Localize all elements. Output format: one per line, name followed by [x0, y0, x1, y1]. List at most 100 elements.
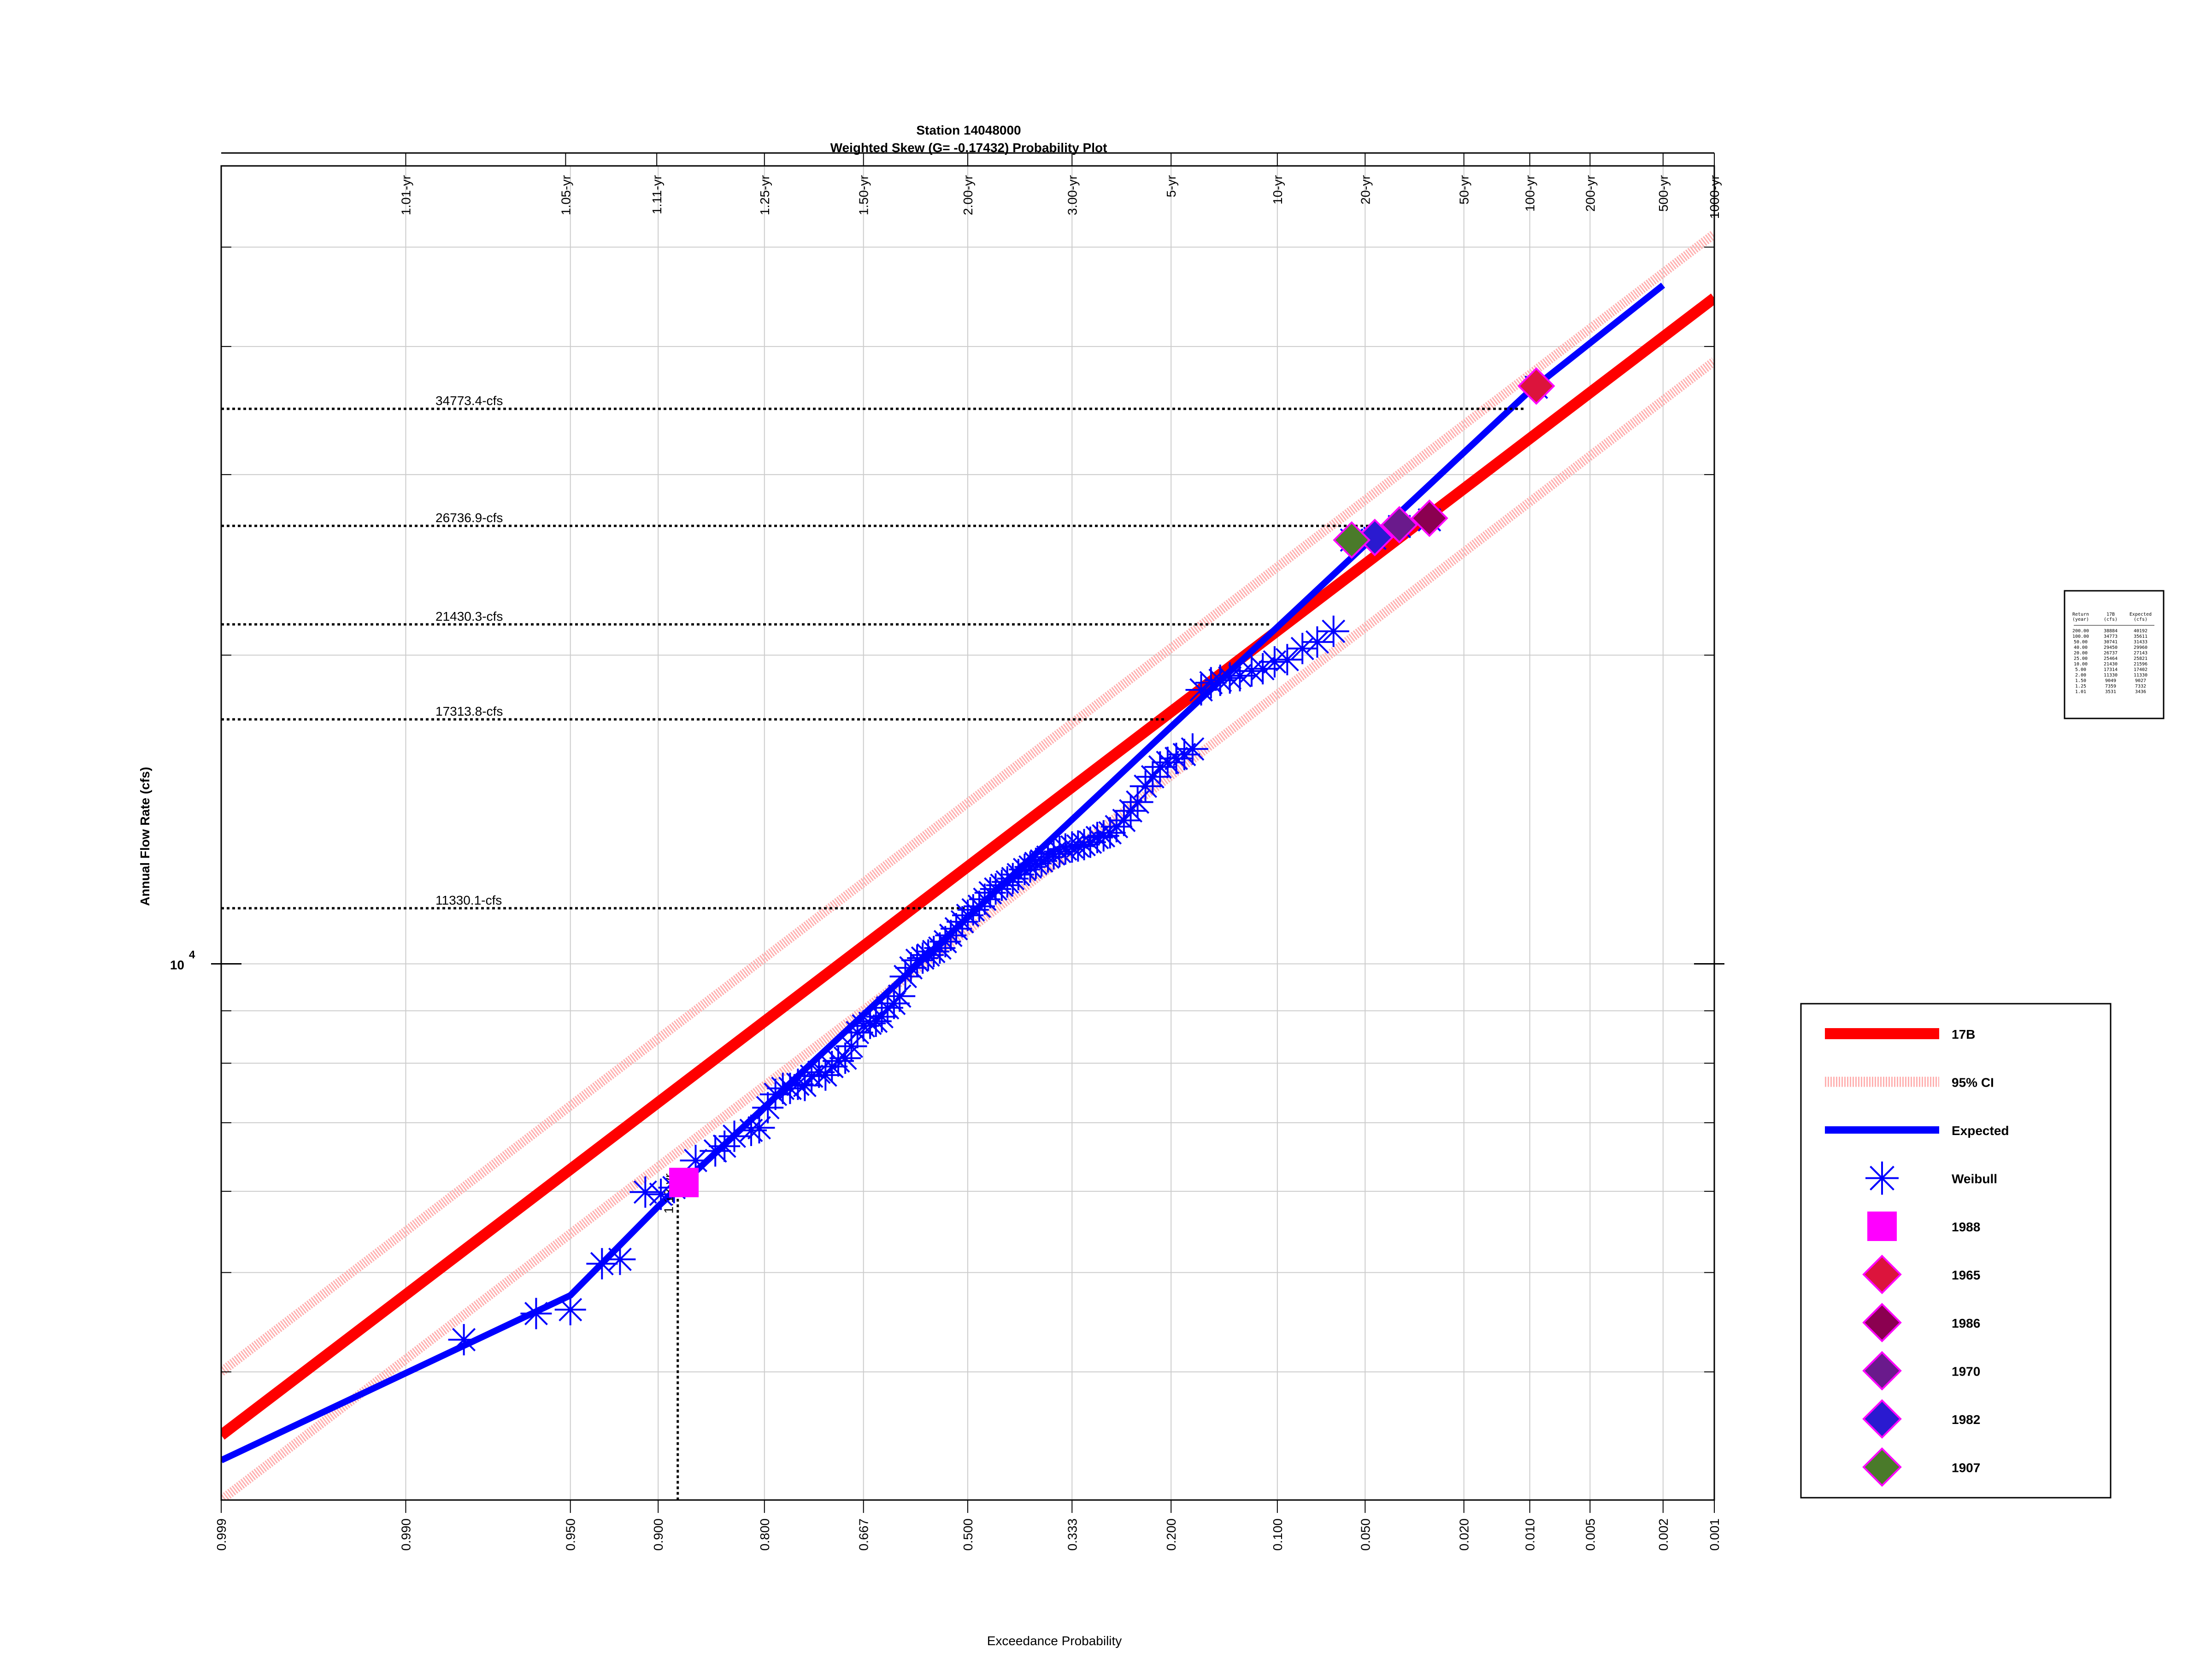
- highlight-1982: [1356, 518, 1394, 557]
- return-table-cell: 30741: [2104, 640, 2118, 645]
- return-table-cell: 10.00: [2074, 662, 2088, 667]
- return-table-cell: 7359: [2105, 684, 2116, 689]
- weibull-point: [878, 988, 910, 1019]
- top-tick-label: 2.00-yr: [961, 175, 975, 215]
- legend-label: 1970: [1952, 1365, 1980, 1379]
- weibull-point: [743, 1112, 775, 1144]
- weibull-stroke: [452, 1328, 476, 1352]
- top-tick-label: 10-yr: [1271, 175, 1285, 205]
- return-table-cell: 17402: [2134, 667, 2147, 672]
- weibull-point: [520, 1298, 552, 1330]
- weibull-point: [1236, 655, 1267, 687]
- return-table-box: Return(year)17B(cfs)Expected(cfs)200.00 3…: [2064, 590, 2165, 719]
- return-table-header: Expected: [2130, 612, 2152, 617]
- weibull-point: [604, 1243, 636, 1275]
- weibull-point: [448, 1324, 480, 1356]
- return-table-cell: 26737: [2104, 651, 2118, 656]
- weibull-stroke: [840, 1034, 863, 1058]
- reference-line-label: 17313.8-cfs: [435, 704, 503, 718]
- top-tick-label: 50-yr: [1457, 175, 1471, 205]
- weibull-point: [1044, 835, 1076, 867]
- top-tick-label: 1.50-yr: [857, 175, 871, 215]
- weibull-stroke: [905, 948, 929, 972]
- return-table-cell: 40192: [2134, 629, 2147, 634]
- reference-lines: 34773.4-cfs 26736.9-cfs 21430.3-cfs 17313.8…: [221, 394, 1525, 1500]
- weibull-stroke: [1240, 659, 1264, 683]
- chart-title: Station 14048000: [916, 123, 1021, 137]
- return-table-cell: 25.00: [2074, 656, 2088, 661]
- return-table-cell: 9027: [2135, 678, 2146, 683]
- weibull-point: [847, 1010, 879, 1042]
- return-table-header: (year): [2072, 617, 2089, 622]
- weibull-point: [629, 1176, 661, 1208]
- return-table-cell: 27143: [2134, 651, 2147, 656]
- weibull-point: [810, 1059, 841, 1091]
- line-17b: [221, 294, 1714, 1440]
- x-tick-label: 0.001: [1707, 1518, 1722, 1551]
- x-tick-label: 0.800: [758, 1518, 772, 1551]
- weibull-point: [1152, 747, 1183, 778]
- weibull-stroke: [1085, 825, 1109, 849]
- weibull-stroke: [1199, 671, 1223, 694]
- return-table-cell: 200.00: [2072, 629, 2089, 634]
- weibull-point: [901, 944, 933, 976]
- reference-line-label: 26736.9-cfs: [435, 511, 503, 525]
- highlight-1965: [1517, 367, 1555, 405]
- legend-swatch-1907: [1862, 1447, 1902, 1487]
- weibull-point: [1301, 626, 1333, 658]
- legend-label: 1986: [1952, 1316, 1980, 1330]
- return-table-cell: 1.25: [2075, 684, 2086, 689]
- weibull-stroke: [1012, 858, 1036, 882]
- x-tick-label: 0.500: [961, 1518, 975, 1551]
- weibull-stroke: [1208, 668, 1232, 692]
- weibull-point: [1185, 674, 1217, 706]
- return-table-header: (cfs): [2134, 617, 2147, 622]
- x-tick-label: 0.050: [1358, 1518, 1372, 1551]
- x-tick-label: 0.010: [1523, 1518, 1537, 1551]
- weibull-point: [1115, 795, 1147, 827]
- weibull-stroke: [1047, 840, 1071, 864]
- weibull-point: [1108, 805, 1140, 836]
- return-table-cell: 31433: [2134, 640, 2147, 645]
- legend-label: 95% CI: [1952, 1076, 1994, 1090]
- legend-label: 1965: [1952, 1268, 1980, 1282]
- weibull-point: [1020, 847, 1052, 879]
- return-table-cell: 29960: [2134, 645, 2147, 650]
- return-table-cell: 3436: [2135, 689, 2146, 694]
- return-table-cell: 7332: [2135, 684, 2146, 689]
- weibull-stroke: [1024, 852, 1048, 876]
- x-tick-label: 0.005: [1583, 1518, 1597, 1551]
- return-table-cell: 2.00: [2075, 673, 2086, 678]
- top-tick-label: 500-yr: [1656, 175, 1671, 212]
- legend: 17B 95% CI Expected Weibull 1988 1965 1986 1970…: [1800, 1003, 2112, 1499]
- weibull-point: [835, 1030, 867, 1062]
- legend-swatch-1965: [1862, 1254, 1902, 1294]
- return-table-cell: 11330: [2104, 673, 2118, 678]
- axis-labels: Station 14048000 Weighted Skew (G= -0.17…: [138, 123, 1722, 1648]
- line-expected: [221, 282, 1665, 1464]
- return-table-header: (cfs): [2104, 617, 2118, 622]
- top-tick-label: 1.11-yr: [650, 175, 664, 214]
- return-table-header: 17B: [2106, 612, 2115, 617]
- x-tick-label: 0.200: [1164, 1518, 1178, 1551]
- weibull-point: [884, 980, 916, 1012]
- weibull-stroke: [1870, 1165, 1894, 1191]
- return-table-cell: 38884: [2104, 629, 2118, 634]
- x-tick-label: 0.990: [399, 1518, 413, 1551]
- weibull-point: [1009, 853, 1041, 885]
- weibull-point: [1224, 660, 1256, 692]
- legend-label: 1907: [1952, 1461, 1980, 1475]
- return-table-cell: 50.00: [2074, 640, 2088, 645]
- legend-swatch-1982: [1862, 1399, 1902, 1439]
- weibull-point: [1318, 615, 1349, 647]
- legend-swatch-weibull: [1865, 1161, 1899, 1195]
- ci-upper-line: [221, 230, 1714, 1376]
- return-table-cell: 25464: [2104, 656, 2118, 661]
- weibull-point: [1169, 739, 1200, 771]
- return-table-cell: 17314: [2104, 667, 2118, 672]
- return-table-cell: 35611: [2134, 634, 2147, 639]
- reference-line-label: 34773.4-cfs: [435, 394, 503, 408]
- legend-swatch-1970: [1862, 1351, 1902, 1391]
- weibull-stroke: [559, 1298, 582, 1322]
- x-tick-label: 0.020: [1457, 1518, 1471, 1551]
